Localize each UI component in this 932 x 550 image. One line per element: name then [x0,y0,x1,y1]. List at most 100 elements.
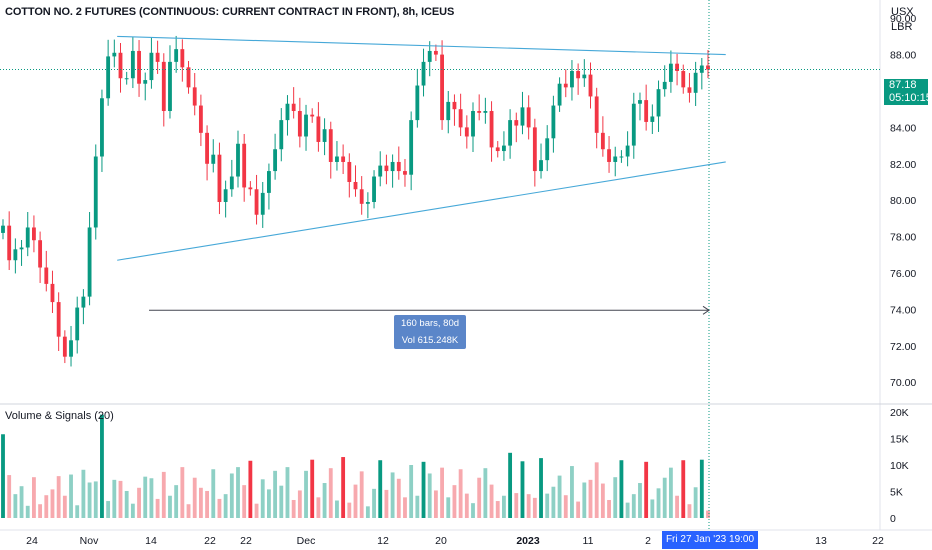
candle-body [69,340,73,357]
volume-bar [563,495,568,518]
candle-body [613,156,618,162]
candle-body [427,50,432,62]
volume-bar [130,503,135,518]
volume-bar [675,495,679,518]
volume-bar [155,498,160,518]
volume-bar [514,493,519,518]
candle-body [668,63,673,82]
volume-bar [81,469,86,518]
volume-bar [161,471,166,518]
candle-body [489,111,494,148]
volume-bar [464,493,469,518]
candle-body [687,87,692,93]
candle-body [600,132,605,150]
candle-body [56,302,61,337]
candle-body [563,83,568,88]
volume-bar [248,460,253,518]
candle-body [483,111,488,113]
bar-countdown: 05:10:15 [889,92,932,104]
currency-label: USX [891,6,914,18]
price-axis-tick: 76.00 [890,268,916,280]
candle-body [372,176,376,202]
candle-body [526,107,531,128]
candle-body [1,225,5,233]
candle-body [706,65,710,70]
candle-body [19,247,24,250]
candle-body [285,103,290,121]
price-axis-tick: 70.00 [890,377,916,389]
volume-bar [545,493,550,518]
candle-body [353,181,358,190]
volume-bar [291,499,296,518]
volume-bar [217,498,222,518]
volume-bar [681,460,686,518]
trendline-lower-support [117,161,726,261]
volume-bar [489,484,494,518]
candle-body [384,165,389,172]
volume-bar [242,485,247,518]
volume-bar [477,477,482,518]
candle-body [471,111,475,137]
volume-bar [631,494,636,518]
time-axis-tick: 13 [815,535,827,547]
candle-body [217,154,222,202]
chart-title: COTTON NO. 2 FUTURES (CONTINUOUS: CURREN… [5,6,455,18]
candle-body [211,154,216,164]
candle-body [118,52,123,79]
price-axis-tick: 80.00 [890,195,916,207]
volume-bar [551,486,556,518]
candle-body [260,192,265,215]
candle-body [322,129,327,142]
volume-bar [335,500,339,518]
volume-bar [174,485,179,518]
volume-bar [638,483,642,518]
volume-bar [415,495,420,518]
candle-body [316,116,321,142]
volume-bar [285,467,290,518]
volume-bar [87,482,92,518]
candle-body [137,50,141,84]
volume-bar [378,460,383,518]
volume-bar [390,472,395,518]
candle-body [625,145,630,157]
volume-bar [668,467,673,518]
candle-body [650,116,655,122]
candle-body [520,107,525,126]
volume-bar [594,462,599,518]
candle-body [545,138,550,161]
candle-body [297,111,302,137]
volume-bar [100,414,104,518]
candle-body [75,307,80,341]
volume-axis-tick: 10K [890,460,909,472]
volume-bar [687,504,692,518]
candle-body [198,105,203,133]
candle-body [433,50,438,55]
candle-body [223,189,228,202]
volume-bar [613,477,618,518]
volume-bar [520,461,525,518]
candle-body [124,78,129,80]
volume-bar [316,497,321,518]
volume-bar [279,485,284,518]
candle-body [582,74,587,79]
candle-body [81,296,86,308]
candle-body [62,336,67,357]
candle-body [656,89,661,117]
price-axis-tick: 74.00 [890,304,916,316]
volume-bar [570,466,574,518]
volume-bar [347,502,352,518]
candle-body [359,189,364,204]
volume-bar [644,461,649,518]
candle-body [273,149,278,172]
volume-bar [656,488,661,518]
volume-bar [137,487,141,518]
candle-body [229,176,234,190]
volume-bar [483,468,488,518]
candle-body [106,56,111,99]
volume-bar [186,504,191,518]
candle-body [458,109,463,128]
volume-bar [600,483,605,518]
candle-body [7,225,12,261]
time-axis-tick: 22 [240,535,252,547]
